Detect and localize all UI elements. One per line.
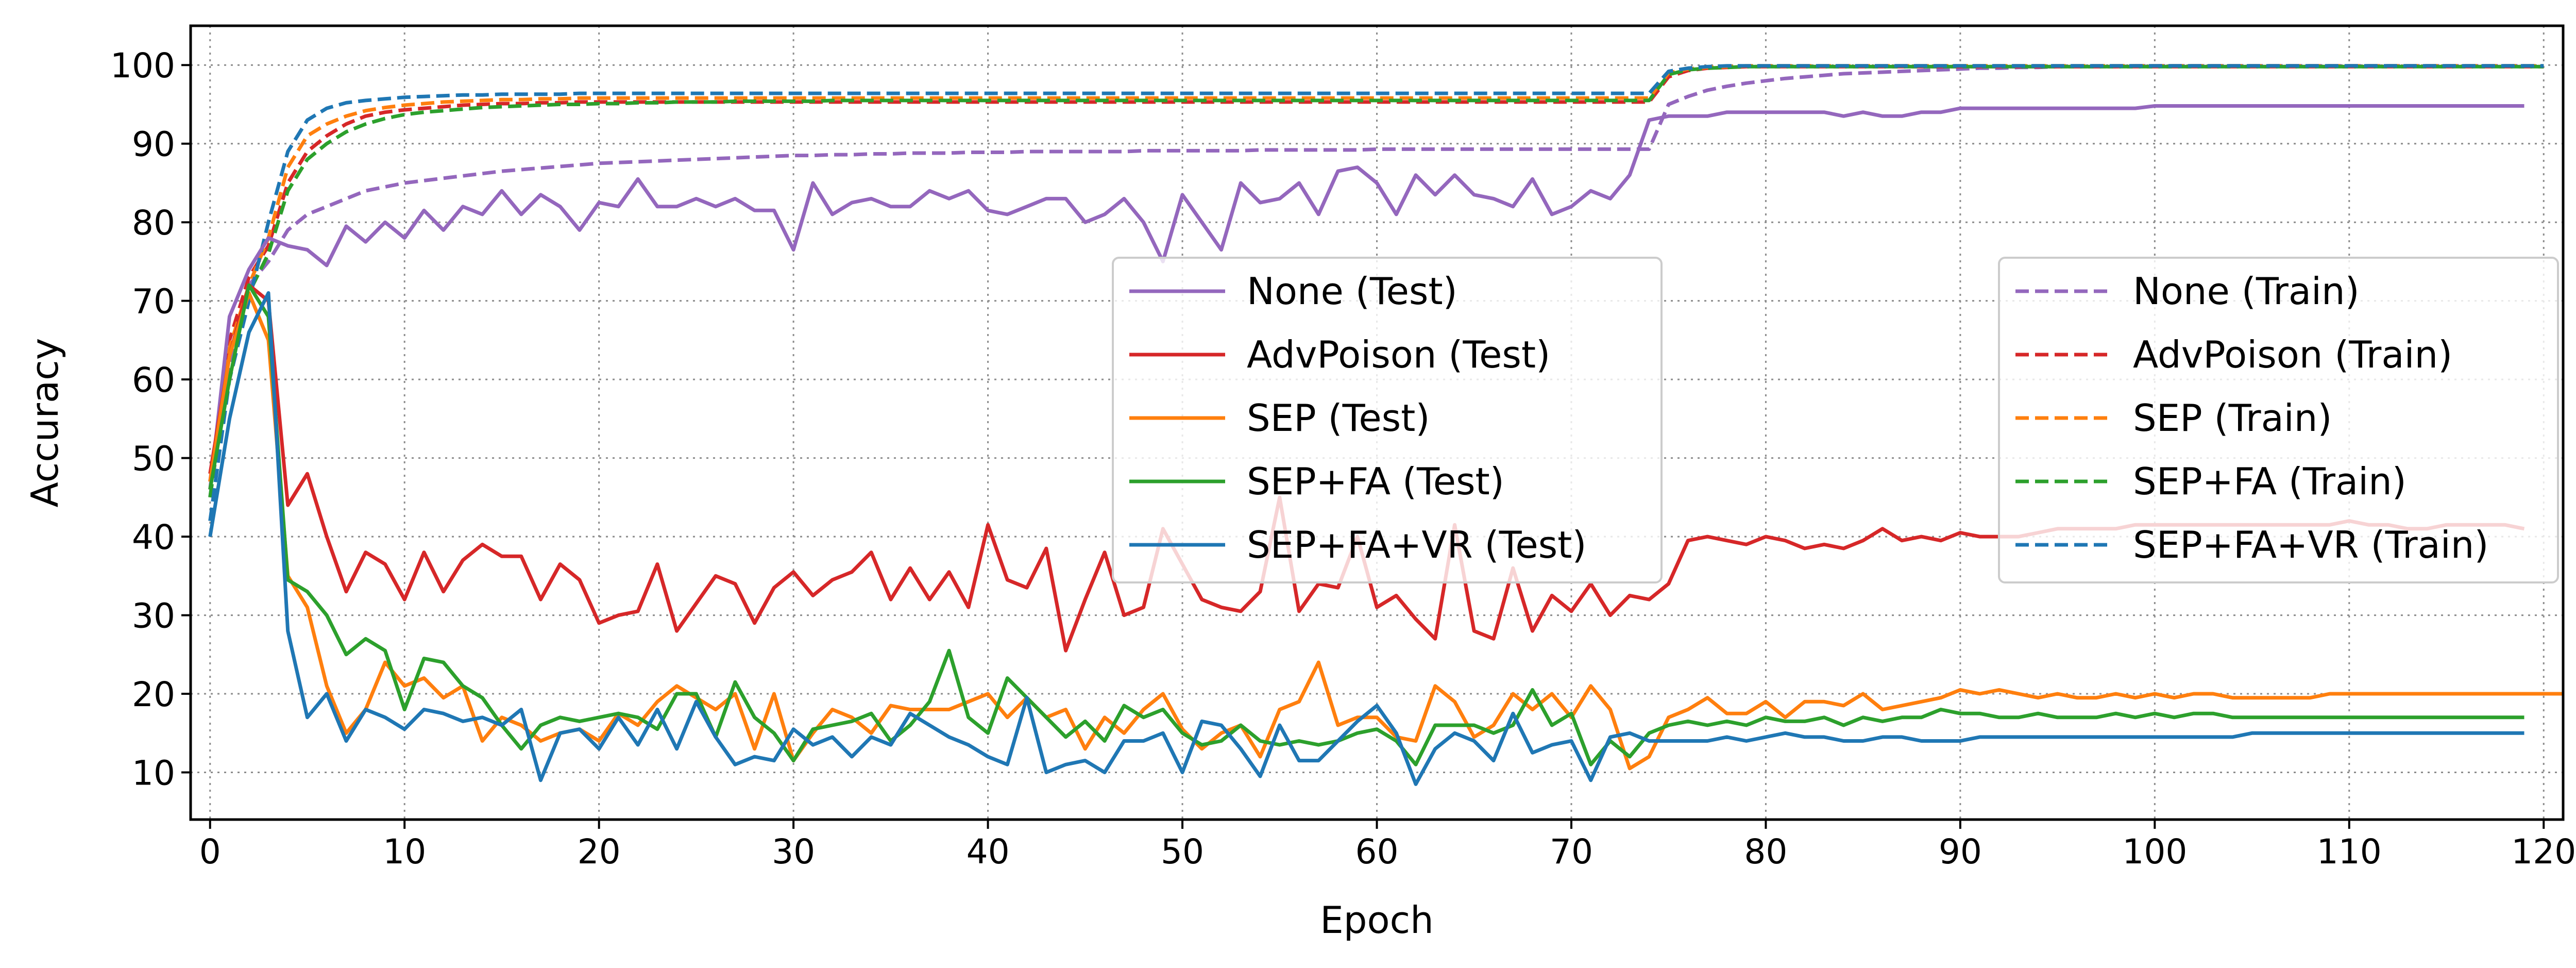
series-line-sep-fa-test — [208, 283, 2524, 766]
y-tick-label: 70 — [132, 282, 175, 322]
legend-train: None (Train) AdvPoison (Train) SEP (Train)… — [1998, 257, 2559, 583]
legend-frame — [1998, 257, 2559, 583]
series-line-none-test — [208, 104, 2524, 490]
y-tick-label: 40 — [132, 518, 175, 557]
y-tick-label: 20 — [132, 675, 175, 714]
legend-label: SEP+FA+VR (Test) — [1247, 523, 1586, 566]
y-tick-label: 100 — [110, 46, 175, 86]
x-tick-label: 60 — [1355, 832, 1399, 872]
x-tick-label: 40 — [967, 832, 1010, 872]
x-tick-label: 0 — [199, 832, 221, 872]
series-line-sep-test — [208, 291, 2563, 771]
x-tick-label: 30 — [772, 832, 815, 872]
x-tick-label: 120 — [2511, 832, 2576, 872]
legend-label: AdvPoison (Test) — [1247, 333, 1550, 376]
x-tick-label: 90 — [1939, 832, 1982, 872]
legend-label: SEP+FA+VR (Train) — [2133, 523, 2488, 566]
x-tick-label: 10 — [383, 832, 426, 872]
series-line-sep-fa-train — [208, 64, 2544, 498]
legend-frame — [1112, 257, 1663, 583]
y-tick-label: 10 — [132, 754, 175, 793]
x-tick-label: 20 — [578, 832, 621, 872]
tick-layer: 0 10 20 30 40 50 60 70 80 90 100 110 120 10 20 30 40 50 60… — [110, 46, 2576, 872]
y-tick-label: 90 — [132, 125, 175, 164]
legend-test: None (Test) AdvPoison (Test) SEP (Test) SEP… — [1112, 257, 1663, 583]
y-tick-label: 60 — [132, 360, 175, 400]
x-tick-label: 110 — [2317, 832, 2382, 872]
legend-label: None (Train) — [2133, 270, 2360, 313]
legend-label: SEP+FA (Test) — [1247, 460, 1504, 503]
x-tick-label: 100 — [2122, 832, 2187, 872]
y-tick-label: 80 — [132, 203, 175, 243]
series-line-sep-fa-vr-test — [208, 291, 2524, 786]
legend-label: SEP (Train) — [2133, 396, 2332, 440]
y-tick-label: 50 — [132, 439, 175, 479]
x-axis-title: Epoch — [1320, 898, 1433, 942]
x-tick-label: 50 — [1161, 832, 1204, 872]
legend-label: AdvPoison (Train) — [2133, 333, 2452, 376]
y-tick-label: 30 — [132, 596, 175, 636]
series-line-sep-fa-vr-train — [208, 64, 2544, 522]
legend-label: SEP+FA (Train) — [2133, 460, 2406, 503]
x-tick-label: 80 — [1744, 832, 1787, 872]
legend-label: SEP (Test) — [1247, 396, 1430, 440]
x-tick-label: 70 — [1550, 832, 1593, 872]
y-axis-title: Accuracy — [23, 338, 66, 508]
legend-label: None (Test) — [1247, 270, 1458, 313]
